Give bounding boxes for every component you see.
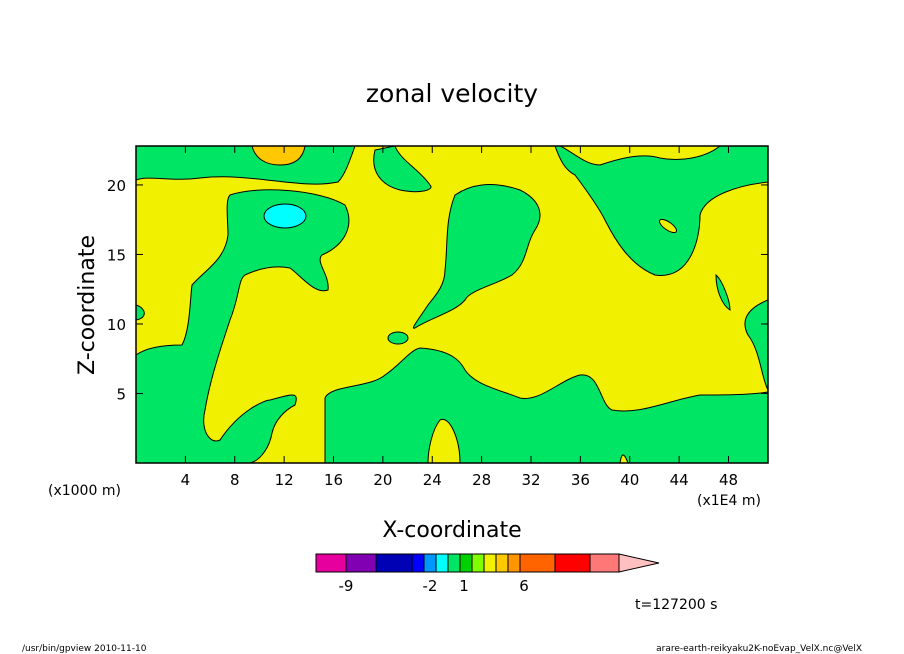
colorbar-segment xyxy=(471,553,485,573)
footer-left: /usr/bin/gpview 2010-11-10 xyxy=(22,644,147,654)
contour-region xyxy=(136,189,350,463)
colorbar-segment xyxy=(345,553,377,573)
colorbar-segment xyxy=(495,553,509,573)
x-unit-left: (x1000 m) xyxy=(48,483,121,499)
x-tick-label: 36 xyxy=(571,471,590,489)
contour-region xyxy=(387,331,409,345)
colorbar-tick-label: -9 xyxy=(339,577,354,595)
plot-area xyxy=(135,145,769,464)
x-tick-label: 20 xyxy=(373,471,392,489)
contour-region xyxy=(251,146,306,166)
colorbar-segment xyxy=(459,553,473,573)
y-tick-label: 15 xyxy=(107,246,126,264)
colorbar-tick-label: 6 xyxy=(519,577,529,595)
colorbar-tick-label: 1 xyxy=(459,577,469,595)
time-label: t=127200 s xyxy=(635,597,717,613)
colorbar-segment xyxy=(554,553,591,573)
x-axis-label: X-coordinate xyxy=(382,518,521,543)
x-tick-label: 4 xyxy=(181,471,191,489)
x-tick-label: 32 xyxy=(521,471,540,489)
x-tick-label: 24 xyxy=(423,471,442,489)
colorbar xyxy=(315,553,660,573)
contour-region xyxy=(395,146,768,276)
colorbar-segment xyxy=(483,553,497,573)
contour-region xyxy=(373,146,432,193)
colorbar-segment xyxy=(375,553,413,573)
x-unit-right: (x1E4 m) xyxy=(697,493,761,509)
contour-region xyxy=(715,273,731,311)
plot-frame xyxy=(135,145,769,464)
colorbar-segment xyxy=(411,553,425,573)
colorbar-tick-label: -2 xyxy=(423,577,438,595)
chart-title: zonal velocity xyxy=(366,79,538,108)
colorbar-tick-labels: -9 -2 1 6 xyxy=(339,577,529,595)
x-tick-label: 48 xyxy=(719,471,738,489)
colorbar-segment xyxy=(423,553,437,573)
colorbar-segment xyxy=(435,553,449,573)
colorbar-extend-arrow xyxy=(618,553,660,573)
y-axis: 5 10 15 20 xyxy=(107,177,768,403)
colorbar-segment xyxy=(507,553,521,573)
footer-right: arare-earth-reikyaku2K-noEvap_VelX.nc@Ve… xyxy=(656,644,862,654)
x-tick-label: 40 xyxy=(620,471,639,489)
contour-region xyxy=(263,203,307,229)
x-tick-label: 44 xyxy=(670,471,689,489)
x-tick-label: 28 xyxy=(472,471,491,489)
x-tick-label: 8 xyxy=(230,471,240,489)
colorbar-segment xyxy=(589,553,620,573)
y-tick-label: 5 xyxy=(116,385,126,403)
colorbar-segment xyxy=(315,553,347,573)
contour-region xyxy=(658,218,678,234)
colorbar-segment xyxy=(519,553,556,573)
contour-region xyxy=(744,299,768,391)
y-axis-label: Z-coordinate xyxy=(75,235,100,375)
colorbar-segment xyxy=(447,553,461,573)
y-tick-label: 20 xyxy=(107,177,126,195)
y-tick-label: 10 xyxy=(107,316,126,334)
x-axis: 4 8 12 16 20 24 28 32 36 40 44 48 xyxy=(181,146,738,489)
x-tick-label: 16 xyxy=(324,471,343,489)
x-tick-label: 12 xyxy=(275,471,294,489)
contour-region xyxy=(413,184,541,329)
